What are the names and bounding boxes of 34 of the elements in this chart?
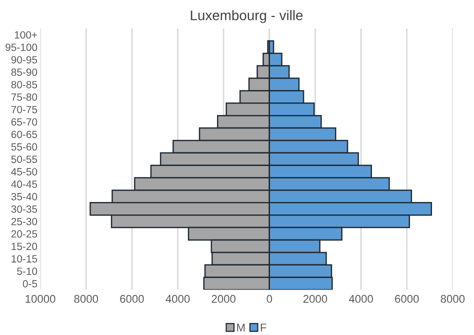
y-tick-label: 40-45 (11, 180, 38, 188)
legend-label: F (260, 324, 266, 332)
y-tick-label: 0-5 (22, 280, 38, 288)
y-tick-label: 15-20 (12, 242, 38, 250)
y-tick-label: 5-10 (17, 268, 38, 275)
y-tick-label: 90-95 (11, 56, 38, 64)
y-tick-label: 30-35 (11, 205, 38, 213)
y-tick-label: 35-40 (11, 192, 38, 200)
x-tick-label: 2000 (303, 294, 328, 303)
x-tick-label: 0 (266, 294, 272, 303)
x-tick-label: 6000 (120, 294, 144, 303)
y-tick-label: 50-55 (11, 156, 38, 163)
y-tick-label: 25-30 (11, 218, 38, 226)
x-tick-label: 10000 (26, 294, 56, 303)
y-tick-label: 10-15 (12, 255, 38, 263)
y-tick-label: 45-50 (11, 168, 38, 176)
x-tick-label: 4000 (348, 294, 373, 303)
y-tick-label: 60-65 (11, 130, 38, 138)
y-tick-label: 80-85 (11, 80, 38, 88)
y-tick-label: 75-80 (11, 93, 38, 101)
y-tick-label: 100+ (14, 31, 37, 39)
x-tick-label: 8000 (440, 294, 465, 303)
chart-title: Luxembourg - ville (190, 10, 303, 24)
x-tick-label: 6000 (395, 294, 419, 303)
y-tick-label: 55-60 (11, 143, 38, 151)
y-tick-label: 70-75 (11, 106, 38, 114)
legend-label: M (237, 324, 245, 332)
y-tick-label: 85-90 (11, 68, 38, 76)
x-tick-label: 8000 (74, 294, 98, 303)
x-tick-label: 2000 (212, 294, 236, 303)
x-tick-label: 4000 (166, 294, 190, 303)
y-tick-label: 95-100 (6, 44, 38, 52)
y-tick-label: 65-70 (11, 118, 38, 126)
y-tick-label: 20-25 (11, 230, 38, 238)
